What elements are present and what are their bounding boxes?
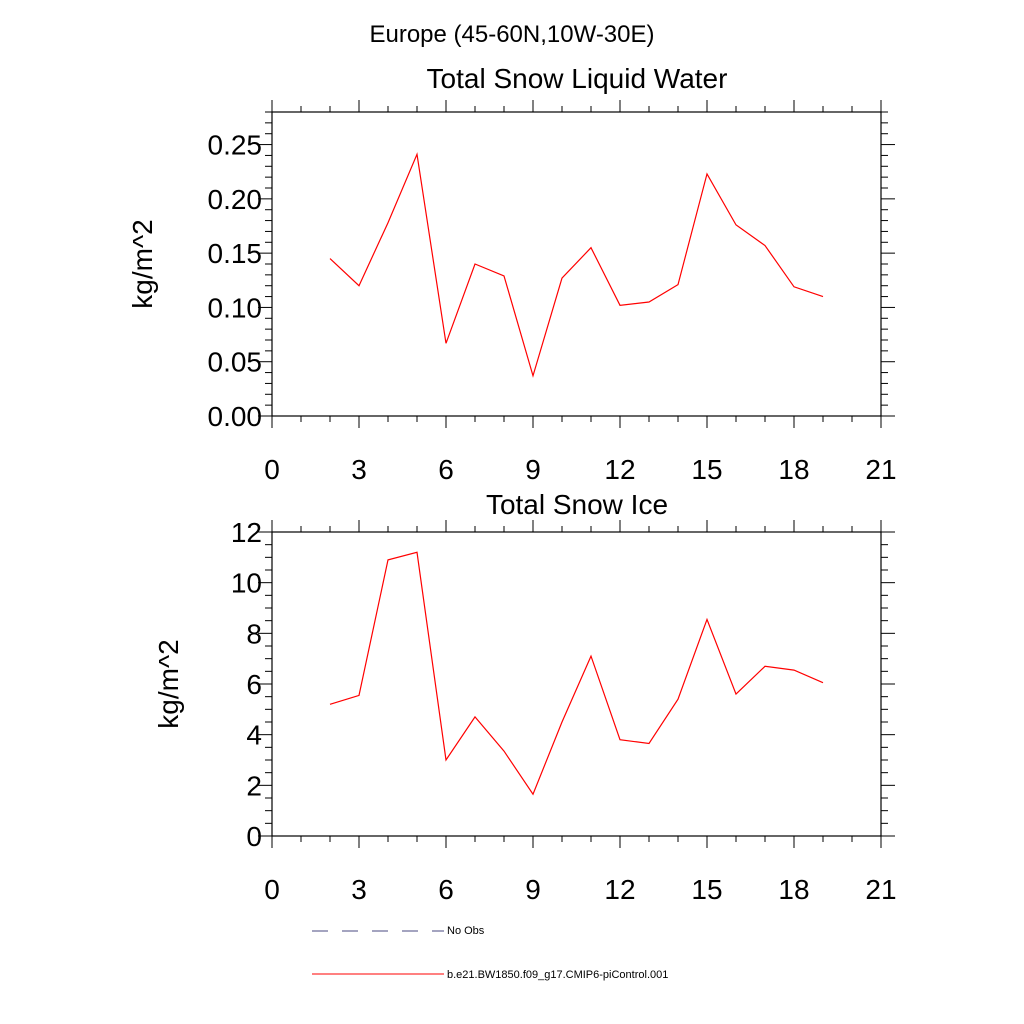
x-tick-label: 15 <box>691 874 722 905</box>
x-tick-label: 6 <box>438 454 454 485</box>
x-tick-label: 3 <box>351 874 367 905</box>
panel-title: Total Snow Liquid Water <box>427 63 728 94</box>
y-tick-label: 0.25 <box>208 130 263 161</box>
tick-labels: 0 3 6 9 12 15 18 21 0.00 0.05 0.10 0.15 0.20 0.25 <box>208 130 897 485</box>
x-tick-label: 0 <box>264 454 280 485</box>
y-tick-label: 0.20 <box>208 184 263 215</box>
x-tick-label: 21 <box>865 874 896 905</box>
x-tick-label: 6 <box>438 874 454 905</box>
x-tick-label: 12 <box>604 874 635 905</box>
y-tick-label: 0.00 <box>208 401 263 432</box>
panel-snow-liquid-water: Total Snow Liquid Water kg/m^2 0 3 6 9 12 15 1… <box>127 63 897 485</box>
x-tick-label: 18 <box>778 454 809 485</box>
y-tick-label: 12 <box>231 517 262 548</box>
plot-frame <box>271 111 882 417</box>
x-tick-label: 21 <box>865 454 896 485</box>
plot-frame <box>271 531 882 837</box>
panel-snow-ice: Total Snow Ice kg/m^2 0 3 6 9 12 15 18 21 0 2 4 6 8 1… <box>153 489 897 905</box>
x-tick-label: 18 <box>778 874 809 905</box>
y-tick-label: 4 <box>246 720 262 751</box>
y-axis-label: kg/m^2 <box>127 219 158 308</box>
panel-title: Total Snow Ice <box>486 489 668 520</box>
axis-ticks <box>258 100 895 428</box>
main-title: Europe (45-60N,10W-30E) <box>369 21 654 48</box>
series-lines <box>329 551 824 796</box>
series-line <box>329 152 824 378</box>
x-tick-label: 15 <box>691 454 722 485</box>
y-tick-label: 2 <box>246 770 262 801</box>
y-tick-label: 0 <box>246 821 262 852</box>
legend-label: b.e21.BW1850.f09_g17.CMIP6-piControl.001 <box>447 969 668 981</box>
y-tick-label: 8 <box>246 618 262 649</box>
y-tick-label: 0.15 <box>208 238 263 269</box>
x-tick-label: 12 <box>604 454 635 485</box>
x-tick-label: 0 <box>264 874 280 905</box>
series-line <box>329 551 824 796</box>
series-lines <box>329 152 824 378</box>
legend-entry-model: b.e21.BW1850.f09_g17.CMIP6-piControl.001 <box>312 969 668 981</box>
y-tick-label: 0.10 <box>208 292 263 323</box>
x-tick-label: 9 <box>525 874 541 905</box>
axis-ticks <box>258 520 895 848</box>
tick-labels: 0 3 6 9 12 15 18 21 0 2 4 6 8 10 12 <box>231 517 897 905</box>
y-axis-label: kg/m^2 <box>153 639 184 728</box>
y-tick-label: 0.05 <box>208 347 263 378</box>
y-tick-label: 6 <box>246 669 262 700</box>
y-tick-label: 10 <box>231 568 262 599</box>
legend-label: No Obs <box>447 925 485 937</box>
legend-entry-no-obs: No Obs <box>312 925 485 937</box>
x-tick-label: 9 <box>525 454 541 485</box>
x-tick-label: 3 <box>351 454 367 485</box>
legend: No Obs b.e21.BW1850.f09_g17.CMIP6-piCont… <box>312 925 668 981</box>
